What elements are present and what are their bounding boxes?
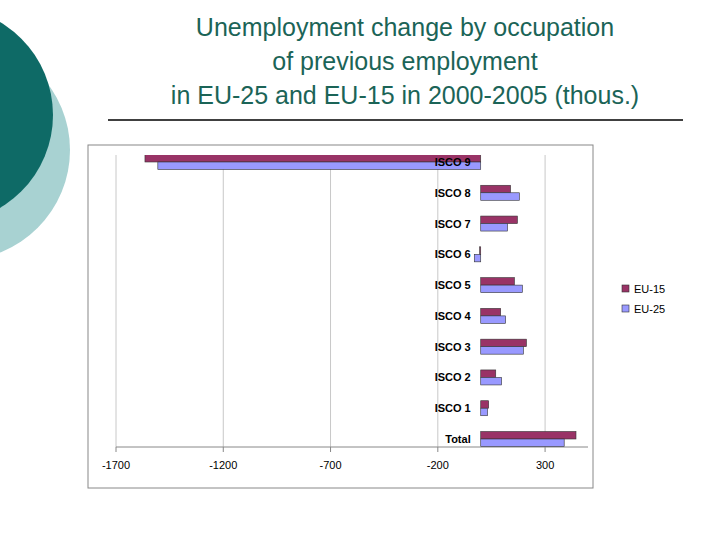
category-label: Total [445,433,470,445]
bar [480,247,481,255]
tick-label: -700 [320,459,342,471]
bar [481,216,518,224]
bar [481,408,488,416]
category-label: ISCO 2 [435,371,471,383]
tick-mark [545,447,546,452]
bar [481,401,489,409]
tick-mark [116,447,117,452]
category-label: ISCO 1 [435,402,471,414]
decor-circle [0,7,53,223]
category-label: ISCO 5 [435,279,471,291]
bar [481,370,496,378]
bar [481,308,501,316]
bar [481,347,524,355]
bar [481,193,520,201]
legend-swatch [622,285,629,292]
chart-frame [88,145,593,488]
category-label: ISCO 7 [435,218,471,230]
bar [481,285,523,293]
bar [481,278,515,286]
bar [481,185,511,193]
tick-mark [223,447,224,452]
bar [481,439,564,447]
title-rule [108,119,683,121]
bar [145,155,481,162]
grid-line [116,155,117,447]
grid-line [545,155,546,447]
bar [474,254,480,261]
tick-label: 300 [536,459,554,471]
bar [481,316,506,324]
legend-swatch [622,305,629,312]
tick-label: -200 [427,459,449,471]
bar [481,432,576,440]
category-label: ISCO 6 [435,248,471,260]
legend-label: EU-25 [634,303,665,315]
grid-line [330,155,331,447]
tick-mark [437,447,438,452]
legend-label: EU-15 [634,283,665,295]
bar [481,224,508,232]
tick-label: -1200 [209,459,237,471]
bar [158,162,481,170]
bars [145,155,576,447]
bar [481,339,527,347]
category-label: ISCO 3 [435,341,471,353]
tick-mark [330,447,331,452]
tick-label: -1700 [102,459,130,471]
page: Unemployment change by occupation of pre… [0,0,720,540]
chart: -1700 -1200 -700 -200 300 ISCO 9 ISCO 8 ISCO 7 I… [0,0,720,540]
title: Unemployment change by occupation of pre… [110,10,700,112]
category-label: ISCO 8 [435,187,471,199]
grid-line [223,155,224,447]
category-label: ISCO 9 [435,156,471,168]
category-label: ISCO 4 [435,310,472,322]
bar [481,377,502,385]
